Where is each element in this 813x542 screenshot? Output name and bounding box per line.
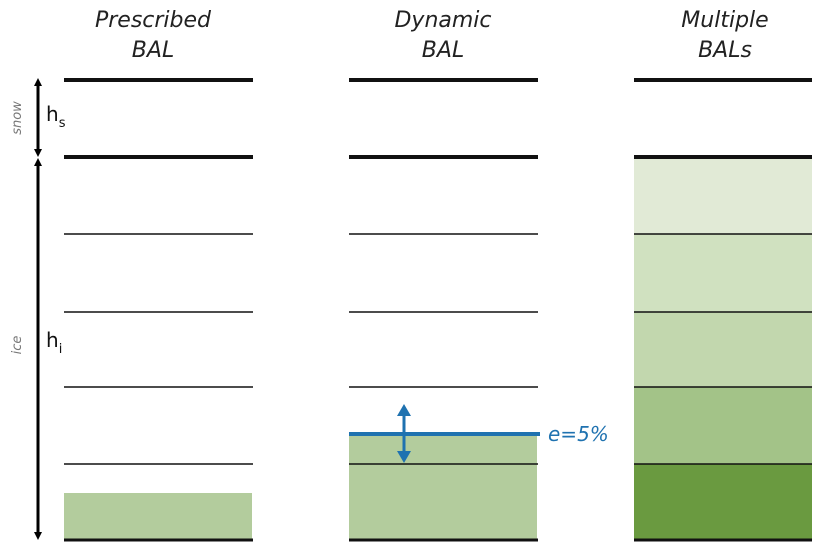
dynamic-title-line2: BAL: [421, 38, 465, 63]
hs-subscript: s: [59, 116, 66, 131]
hi-base: h: [46, 328, 59, 352]
left-axis: snow ice hs hi: [10, 78, 66, 540]
prescribed-title-line1: Prescribed: [94, 8, 212, 33]
prescribed-layer-lines: [64, 78, 253, 542]
snow-thickness-label: hs: [46, 102, 66, 131]
dynamic-bal-fill: [349, 434, 537, 541]
column-title-dynamic: Dynamic BAL: [338, 6, 548, 66]
hs-base: h: [46, 102, 59, 126]
multi-layer-3: [634, 312, 812, 387]
dynamic-bal-annotation: e=5%: [548, 422, 609, 446]
dynamic-layer-lines: [349, 78, 538, 542]
multiple-title-line1: Multiple: [681, 8, 769, 33]
prescribed-bal-fill: [64, 493, 252, 541]
multiple-bal-layers: [634, 157, 812, 541]
multi-layer-2: [634, 234, 812, 312]
multiple-layer-lines: [634, 78, 812, 542]
ice-label: ice: [10, 336, 25, 355]
multi-layer-1: [634, 157, 812, 234]
dynamic-bal-indicator: e=5%: [349, 404, 609, 463]
prescribed-title-line2: BAL: [131, 38, 175, 63]
dynamic-title-line1: Dynamic: [394, 8, 492, 33]
hi-subscript: i: [59, 342, 63, 357]
ice-thickness-label: hi: [46, 328, 62, 357]
column-title-multiple: Multiple BALs: [620, 6, 813, 66]
dynamic-bal-arrow-down-icon: [397, 451, 411, 463]
column-title-prescribed: Prescribed BAL: [48, 6, 258, 66]
multi-layer-4: [634, 387, 812, 464]
multi-layer-5: [634, 464, 812, 541]
snow-label: snow: [10, 101, 25, 135]
dynamic-bal-arrow-up-icon: [397, 404, 411, 416]
multiple-title-line2: BALs: [698, 38, 752, 63]
